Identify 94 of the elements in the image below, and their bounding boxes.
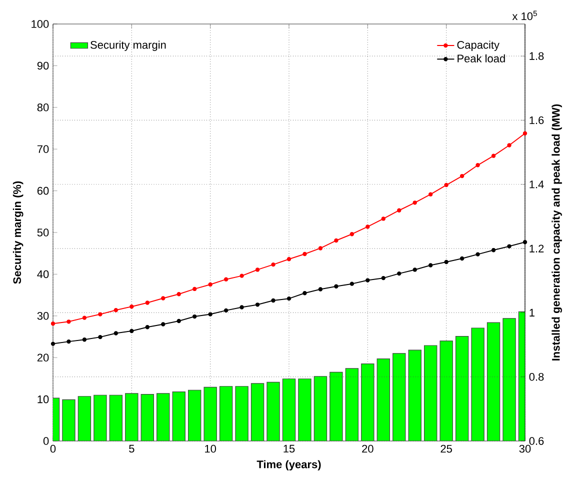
point <box>286 257 292 262</box>
point <box>412 200 417 205</box>
point <box>522 131 528 136</box>
x-tick-label: 10 <box>205 444 216 453</box>
point <box>255 302 260 307</box>
y2-axis-title: Installed generation capacity and peak load (MW) <box>552 104 562 360</box>
x-tick-label: 5 <box>129 444 134 453</box>
y-tick-label: 70 <box>37 145 49 153</box>
point <box>271 298 276 303</box>
point <box>334 284 338 288</box>
point <box>507 143 512 148</box>
y2-tick-label: 1 <box>530 308 534 316</box>
point <box>334 238 338 243</box>
point <box>50 321 56 326</box>
text: x 10$^{5}$ <box>512 10 537 20</box>
x-tick-label: 0 <box>50 444 56 453</box>
point <box>208 282 212 287</box>
point <box>476 163 480 168</box>
point <box>397 208 402 212</box>
point <box>397 271 402 276</box>
y-tick-label: 40 <box>37 270 49 278</box>
point <box>176 318 181 324</box>
point <box>240 305 244 310</box>
legend-label: Capacity <box>457 40 500 51</box>
point <box>428 192 433 196</box>
y2-tick-label: 1.6 <box>530 116 544 124</box>
point <box>460 256 464 261</box>
point <box>381 216 386 221</box>
point <box>381 276 386 280</box>
point <box>66 320 71 324</box>
point <box>412 268 417 272</box>
point <box>82 338 87 342</box>
point <box>145 325 150 330</box>
point <box>50 342 56 346</box>
x-tick-label: 30 <box>519 444 531 453</box>
x-tick-label: 25 <box>440 444 452 453</box>
point <box>286 296 292 301</box>
x-tick-label: 15 <box>284 444 295 453</box>
point <box>176 292 181 296</box>
point <box>444 260 448 264</box>
y-tick-label: 60 <box>37 186 49 195</box>
point <box>145 300 150 305</box>
y2-tick-label: 0.8 <box>529 372 544 381</box>
y-tick-label: 30 <box>37 312 49 320</box>
point <box>318 246 323 250</box>
y2-tick-label: 1.8 <box>530 52 544 60</box>
point <box>66 339 71 344</box>
point <box>208 312 212 316</box>
point <box>366 224 370 229</box>
point <box>271 262 276 267</box>
y2-tick-label: 1.4 <box>530 180 544 188</box>
point <box>460 174 464 178</box>
y-tick-label: 90 <box>37 62 49 70</box>
point <box>98 334 102 340</box>
y2-tick-label: 0.6 <box>529 437 544 445</box>
point <box>114 308 118 312</box>
point <box>318 287 323 292</box>
y-tick-label: 100 <box>32 20 49 28</box>
y-tick-label: 80 <box>37 104 49 112</box>
point <box>82 316 87 320</box>
point <box>255 268 260 272</box>
point <box>302 252 307 256</box>
point <box>192 314 197 319</box>
point <box>522 240 528 244</box>
y-tick-label: 10 <box>38 395 49 404</box>
point <box>114 331 118 336</box>
point <box>350 282 354 286</box>
y-tick-label: 0 <box>43 437 49 445</box>
point <box>224 277 228 282</box>
x-axis-title: Time (years) <box>256 460 321 470</box>
point <box>192 286 197 292</box>
point <box>444 182 448 188</box>
y-tick-label: 20 <box>37 354 49 362</box>
point <box>161 322 166 326</box>
point <box>491 154 496 158</box>
y-tick-label: 50 <box>37 228 49 236</box>
point <box>491 248 496 252</box>
point <box>428 263 433 268</box>
y2-tick-label: 1.2 <box>530 244 544 252</box>
y-axis-title: Security margin (%) <box>12 181 24 284</box>
point <box>98 312 102 316</box>
point <box>476 252 480 256</box>
point <box>302 291 307 296</box>
point <box>224 308 228 313</box>
point <box>161 296 166 300</box>
point <box>366 278 370 282</box>
point <box>240 274 244 278</box>
legend-label: Peak load <box>458 54 505 62</box>
legend-label: Security margin <box>90 40 166 51</box>
point <box>130 304 134 309</box>
point <box>130 328 134 334</box>
x-tick-label: 20 <box>362 444 374 453</box>
point <box>507 244 512 248</box>
point <box>350 232 354 236</box>
